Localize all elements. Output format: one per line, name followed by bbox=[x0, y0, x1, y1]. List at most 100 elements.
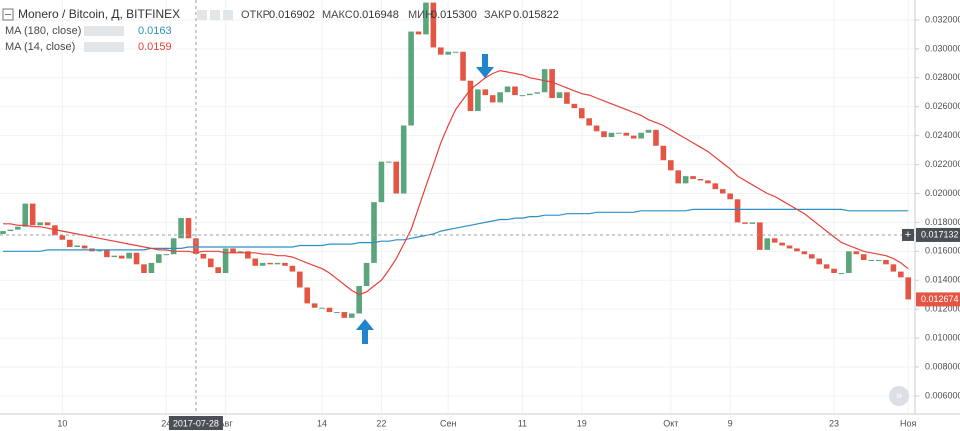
ma-legend-value: 0.0159 bbox=[138, 41, 172, 53]
scroll-icon: » bbox=[896, 390, 902, 402]
ohlc-label: ОТКР bbox=[241, 9, 270, 21]
candle-body bbox=[564, 92, 570, 104]
time-axis bbox=[0, 414, 960, 431]
candle-body bbox=[675, 170, 682, 184]
candle-body bbox=[378, 161, 385, 203]
candle-body bbox=[363, 262, 370, 287]
candle-body bbox=[37, 222, 43, 226]
y-tick-label: 0.022000 bbox=[925, 159, 960, 169]
x-tick-label: 14 bbox=[317, 418, 327, 428]
candle-body bbox=[111, 255, 118, 258]
candle-body bbox=[504, 86, 511, 93]
ma-settings-icon bbox=[84, 26, 124, 36]
candle-body bbox=[207, 258, 214, 268]
candle-body bbox=[586, 118, 592, 126]
candle-body bbox=[749, 222, 756, 224]
candle-body bbox=[267, 262, 273, 265]
candle-body bbox=[690, 176, 696, 180]
candle-body bbox=[898, 271, 904, 278]
candle-body bbox=[178, 218, 184, 239]
candle-body bbox=[890, 264, 897, 272]
candle-body bbox=[779, 242, 785, 246]
candle-body bbox=[512, 86, 518, 96]
candle-body bbox=[630, 135, 637, 139]
candle-body bbox=[682, 176, 689, 184]
ohlc-label: МАКС bbox=[322, 9, 353, 21]
x-tick-label: 10 bbox=[57, 418, 67, 428]
x-tick-label: Сен bbox=[440, 418, 457, 428]
candle-body bbox=[423, 2, 429, 35]
candle-body bbox=[215, 267, 221, 274]
candle-body bbox=[705, 180, 711, 184]
chart-title: Monero / Bitcoin, Д, BITFINEX bbox=[18, 7, 180, 21]
y-tick-label: 0.014000 bbox=[925, 275, 960, 285]
candle-body bbox=[133, 252, 140, 265]
candle-body bbox=[801, 251, 808, 255]
last-price-box bbox=[916, 292, 960, 307]
y-tick-label: 0.024000 bbox=[925, 130, 960, 140]
candle-body bbox=[742, 222, 748, 224]
more-icon[interactable] bbox=[223, 10, 233, 20]
candle-body bbox=[104, 249, 110, 258]
candle-body bbox=[445, 51, 451, 55]
settings-icon[interactable] bbox=[197, 10, 207, 20]
x-tick-label: Окт bbox=[663, 418, 678, 428]
candle-body bbox=[519, 95, 526, 97]
candle-body bbox=[653, 129, 659, 146]
candle-body bbox=[319, 307, 325, 309]
candle-body bbox=[549, 69, 555, 99]
scroll-button[interactable] bbox=[889, 386, 909, 406]
moving-average-line bbox=[3, 69, 909, 296]
ohlc-value: 0.016948 bbox=[353, 9, 399, 21]
candle-body bbox=[593, 125, 600, 132]
y-tick-label: 0.032000 bbox=[925, 14, 960, 24]
candle-body bbox=[727, 193, 733, 200]
y-tick-label: 0.006000 bbox=[925, 390, 960, 400]
candle-body bbox=[7, 229, 14, 232]
crosshair-price-box bbox=[916, 227, 960, 242]
x-tick-label: 19 bbox=[577, 418, 587, 428]
candle-body bbox=[334, 312, 340, 314]
y-tick-label: 0.010000 bbox=[925, 332, 960, 342]
candle-body bbox=[556, 92, 563, 99]
candle-body bbox=[400, 125, 407, 194]
candle-body bbox=[15, 226, 21, 230]
candle-body bbox=[185, 218, 192, 239]
candle-body bbox=[527, 93, 533, 96]
candle-body bbox=[304, 287, 311, 304]
ohlc-label: ЗАКР bbox=[484, 9, 512, 21]
candle-body bbox=[860, 254, 867, 260]
candle-body bbox=[645, 129, 652, 133]
ohlc-label: МИН bbox=[408, 9, 433, 21]
add-alert-button[interactable] bbox=[902, 228, 914, 241]
candle-body bbox=[719, 189, 726, 194]
candle-body bbox=[668, 160, 674, 171]
candle-body bbox=[348, 313, 355, 318]
candle-body bbox=[808, 254, 815, 259]
x-tick-label: 9 bbox=[728, 418, 733, 428]
ma-legend-name: MA (180, close) bbox=[5, 25, 81, 37]
ma-legend-name: MA (14, close) bbox=[5, 41, 75, 53]
y-tick-label: 0.016000 bbox=[925, 246, 960, 256]
legend: Monero / Bitcoin, Д, BITFINEX ОТКР 0.0169… bbox=[2, 7, 559, 53]
candle-body bbox=[578, 108, 585, 119]
candle-body bbox=[734, 199, 741, 223]
y-tick-label: 0.018000 bbox=[925, 217, 960, 227]
candle-body bbox=[831, 268, 837, 274]
crosshair-date-label: 2017-07-28 bbox=[173, 418, 219, 428]
candle-body bbox=[222, 248, 229, 274]
candle-body bbox=[252, 258, 259, 266]
candle-body bbox=[823, 264, 830, 269]
grid bbox=[0, 0, 915, 414]
candle-body bbox=[156, 254, 162, 263]
hide-icon[interactable] bbox=[210, 10, 220, 20]
candle-body bbox=[846, 251, 852, 274]
collapse-icon[interactable] bbox=[2, 8, 14, 21]
candle-body bbox=[883, 259, 889, 265]
sell-arrow bbox=[476, 54, 494, 78]
candle-body bbox=[534, 92, 541, 94]
x-tick-label: 24 bbox=[161, 418, 171, 428]
candle-body bbox=[905, 277, 912, 300]
candle-body bbox=[148, 262, 155, 274]
